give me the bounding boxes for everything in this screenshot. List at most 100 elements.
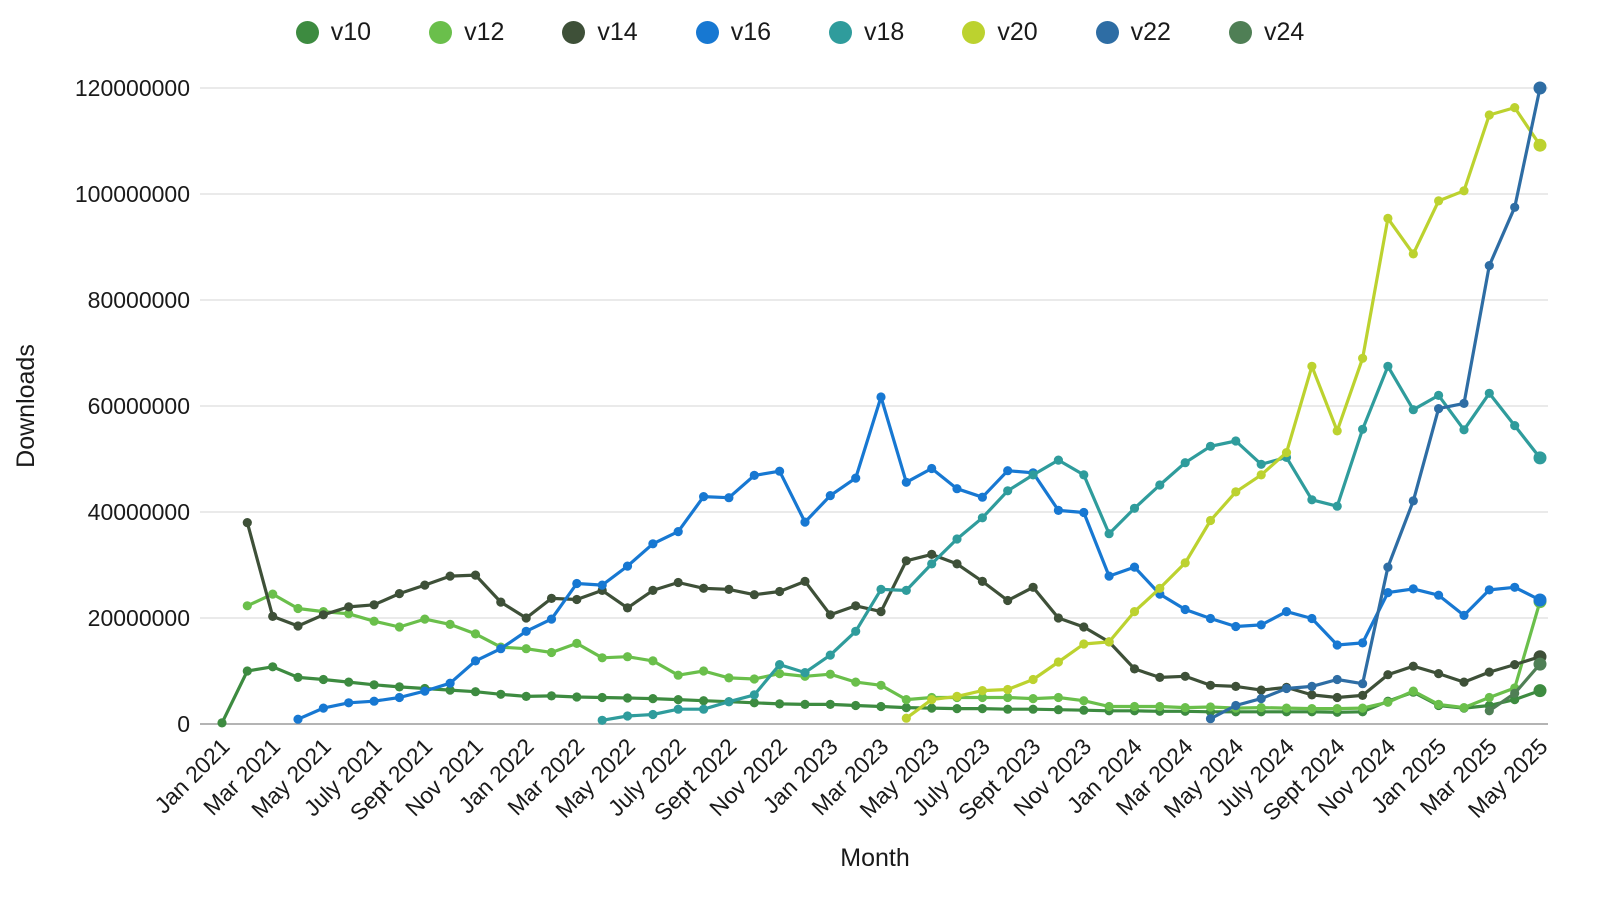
data-point-v18	[1383, 361, 1393, 371]
series-line-v10	[217, 662, 1547, 728]
data-point-v14	[521, 613, 531, 623]
y-tick-label: 40000000	[88, 499, 190, 525]
data-point-v16	[1281, 607, 1292, 617]
data-point-v22	[1434, 404, 1444, 414]
legend-dot-v12	[429, 21, 453, 44]
data-point-v18	[876, 584, 886, 595]
data-point-v14	[977, 576, 988, 587]
data-point-v10	[1533, 684, 1547, 698]
data-point-v14	[1028, 582, 1038, 592]
data-point-v14	[496, 597, 506, 607]
data-point-v10	[217, 718, 227, 728]
data-point-v18	[1408, 405, 1418, 415]
legend-label-v14: v14	[597, 18, 638, 46]
data-point-v10	[622, 693, 633, 703]
data-point-v14	[420, 580, 430, 590]
legend-item-v22: v22	[1095, 20, 1171, 45]
data-point-v16	[369, 696, 379, 706]
data-point-v22	[1205, 714, 1216, 724]
data-point-v18	[1510, 421, 1520, 431]
data-point-v16	[775, 466, 785, 476]
data-point-v12	[1434, 699, 1444, 710]
legend-label-v12: v12	[464, 18, 505, 46]
data-point-v10	[749, 698, 759, 708]
series-line-v12	[242, 589, 1547, 714]
data-point-v18	[1484, 388, 1494, 398]
data-point-v20	[901, 713, 911, 723]
data-point-v18	[1028, 470, 1038, 480]
data-point-v12	[876, 680, 886, 690]
data-point-v10	[470, 687, 481, 697]
data-point-v18	[1053, 455, 1063, 465]
data-point-v12	[1180, 703, 1190, 713]
data-point-v22	[1358, 679, 1368, 689]
data-point-v14	[825, 610, 835, 620]
data-point-v12	[622, 652, 633, 662]
line-path-v12	[245, 592, 1542, 711]
data-point-v18	[1129, 503, 1140, 513]
legend-item-v10: v10	[295, 20, 371, 45]
data-point-v12	[1383, 697, 1393, 707]
legend-item-v12: v12	[429, 20, 504, 45]
legend-label-v18: v18	[864, 18, 905, 46]
data-point-v18	[597, 715, 607, 725]
data-point-v16	[1358, 638, 1368, 648]
data-point-v10	[977, 704, 988, 714]
data-point-v16	[445, 678, 455, 688]
data-point-v16	[1533, 593, 1547, 607]
data-point-v20	[927, 695, 937, 705]
data-point-v12	[572, 638, 582, 649]
data-point-v14	[1383, 670, 1393, 680]
data-point-v18	[1079, 470, 1089, 480]
data-point-v18	[673, 704, 683, 714]
data-point-v20	[1003, 684, 1013, 695]
data-point-v14	[1484, 667, 1494, 677]
data-point-v10	[242, 666, 252, 676]
y-tick-label: 100000000	[75, 181, 190, 207]
data-point-v12	[597, 653, 607, 663]
data-point-v18	[952, 534, 962, 544]
y-tick-label: 120000000	[75, 75, 190, 101]
data-point-v18	[1533, 451, 1547, 465]
data-point-v16	[901, 477, 911, 487]
data-point-v12	[1358, 703, 1368, 713]
line-path-v16	[296, 395, 1542, 721]
data-point-v20	[1358, 353, 1368, 363]
data-point-v22	[1307, 681, 1317, 692]
data-point-v12	[242, 601, 252, 611]
data-point-v12	[394, 622, 404, 632]
data-point-v12	[851, 677, 861, 687]
data-point-v10	[1079, 705, 1089, 715]
series-line-v18	[597, 361, 1547, 725]
data-point-v16	[1434, 590, 1444, 600]
data-point-v16	[1383, 588, 1393, 598]
data-point-v14	[699, 583, 709, 593]
data-point-v12	[825, 669, 835, 679]
series-line-v22	[1205, 81, 1547, 724]
data-point-v14	[293, 621, 303, 631]
data-point-v18	[699, 704, 709, 714]
data-point-v12	[420, 614, 430, 624]
data-point-v18	[977, 513, 988, 523]
data-point-v12	[1408, 686, 1418, 696]
data-point-v10	[318, 674, 328, 685]
data-point-v10	[901, 703, 911, 713]
data-point-v18	[1003, 486, 1013, 496]
data-point-v18	[851, 626, 861, 636]
data-point-v20	[1434, 196, 1444, 206]
data-point-v10	[1053, 705, 1063, 715]
line-path-v10	[220, 665, 1542, 725]
data-point-v16	[597, 580, 607, 590]
data-point-v14	[1307, 690, 1317, 700]
data-point-v20	[1028, 674, 1038, 685]
data-point-v12	[1129, 701, 1140, 712]
data-point-v22	[1484, 261, 1494, 271]
series-line-v24	[1484, 657, 1547, 716]
legend-item-v16: v16	[695, 20, 771, 45]
data-point-v14	[1408, 661, 1418, 671]
data-point-v10	[546, 691, 557, 701]
data-point-v12	[521, 644, 531, 654]
data-point-v14	[1231, 681, 1241, 692]
